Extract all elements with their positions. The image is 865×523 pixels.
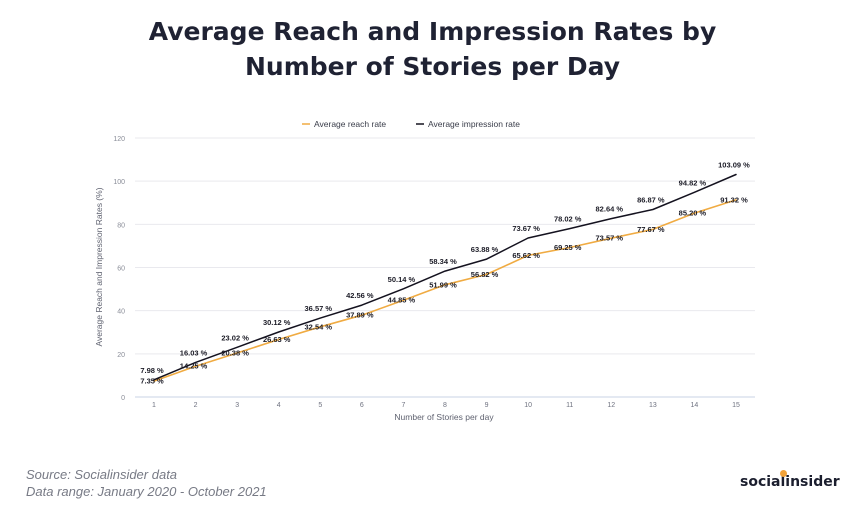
y-tick-label: 100 [113,179,125,186]
impression-data-label: 50.14 % [388,275,416,284]
reach-data-label: 91.32 % [720,195,748,204]
x-tick-label: 9 [485,402,489,409]
reach-data-label: 73.57 % [596,234,624,243]
x-tick-label: 13 [649,402,657,409]
reach-rate-line [153,199,737,382]
reach-data-label: 51.99 % [429,280,457,289]
impression-data-label: 36.57 % [305,304,333,313]
x-tick-label: 3 [235,402,239,409]
impression-data-label: 30.12 % [263,318,291,327]
x-tick-label: 5 [318,402,322,409]
reach-data-label: 20.38 % [221,349,249,358]
reach-data-label: 69.25 % [554,243,582,252]
legend-label-reach: Average reach rate [314,119,386,129]
impression-data-label: 42.56 % [346,291,374,300]
x-tick-label: 1 [152,402,156,409]
x-tick-label: 15 [732,402,740,409]
y-tick-label: 40 [117,309,125,316]
y-tick-label: 20 [117,352,125,359]
reach-data-label: 14.25 % [180,362,208,371]
date-range-line: Data range: January 2020 - October 2021 [26,484,267,499]
reach-data-label: 44.85 % [388,296,416,305]
x-tick-label: 14 [691,402,699,409]
legend-label-impression: Average impression rate [428,119,520,129]
impression-data-label: 16.03 % [180,348,208,357]
x-tick-label: 4 [277,402,281,409]
chart-title: Average Reach and Impression Rates by Nu… [0,14,865,84]
x-tick-label: 7 [401,402,405,409]
impression-data-label: 86.87 % [637,196,665,205]
brand-logo: socialinsider [740,474,840,490]
x-tick-label: 6 [360,402,364,409]
x-tick-label: 12 [607,402,615,409]
impression-data-label: 23.02 % [221,333,249,342]
impression-data-label: 58.34 % [429,257,457,266]
y-tick-label: 120 [113,136,125,143]
brand-logo-dot [780,470,787,477]
chart-title-line-1: Average Reach and Impression Rates by [148,17,717,46]
reach-data-label: 37.89 % [346,311,374,320]
x-tick-label: 11 [566,402,573,409]
reach-data-label: 65.62 % [512,251,540,260]
y-tick-label: 60 [117,266,125,273]
reach-data-label: 77.67 % [637,225,665,234]
impression-data-label: 94.82 % [679,178,707,187]
source-note: Source: Socialinsider data Data range: J… [26,466,267,500]
y-tick-label: 80 [117,222,125,229]
x-tick-label: 8 [443,402,447,409]
impression-data-label: 103.09 % [718,160,750,169]
source-line: Source: Socialinsider data [26,467,178,482]
x-tick-label: 10 [524,402,532,409]
impression-data-label: 82.64 % [596,205,624,214]
reach-data-label: 56.82 % [471,270,499,279]
impression-rate-line [153,173,737,381]
reach-data-label: 7.35 % [140,377,164,386]
impression-data-label: 63.88 % [471,245,499,254]
y-axis-label: Average Reach and Impression Rates (%) [94,187,104,346]
impression-data-label: 78.02 % [554,215,582,224]
impression-data-label: 7.98 % [140,366,164,375]
impression-data-label: 73.67 % [512,224,540,233]
x-tick-label: 2 [194,402,198,409]
chart-title-line-2: Number of Stories per Day [244,52,620,81]
reach-data-label: 26.63 % [263,335,291,344]
reach-data-label: 32.54 % [305,322,333,331]
y-tick-label: 0 [121,395,125,402]
reach-data-label: 85.20 % [679,209,707,218]
x-axis-label: Number of Stories per day [394,412,494,422]
